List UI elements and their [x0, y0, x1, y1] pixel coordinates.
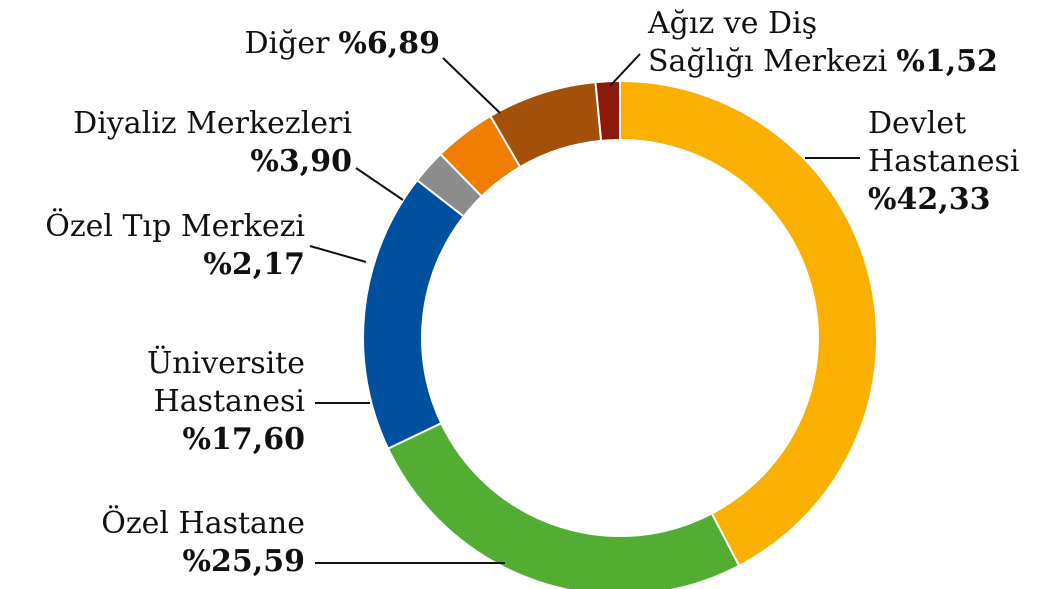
leader-line [355, 167, 404, 201]
value-label: %6,89 [338, 26, 440, 61]
category-name: Ağız ve Diş Sağlığı Merkezi [648, 6, 888, 79]
leader-line [609, 53, 641, 87]
donut-slice [619, 79, 878, 568]
donut-slice [362, 178, 466, 450]
value-label: %3,90 [250, 144, 352, 179]
category-name: Diyaliz Merkezleri [73, 106, 352, 141]
leader-line [442, 57, 501, 114]
value-label: %25,59 [182, 544, 305, 579]
leader-line [309, 245, 367, 263]
slice-label: Diyaliz Merkezleri %3,90 [73, 105, 352, 181]
value-label: %2,17 [203, 247, 305, 282]
category-name: Üniversite Hastanesi [146, 346, 305, 419]
category-name: Özel Tıp Merkezi [45, 209, 305, 244]
slice-label: Özel Tıp Merkezi %2,17 [45, 208, 305, 284]
slice-label: Üniversite Hastanesi %17,60 [147, 345, 305, 459]
donut-slice [594, 79, 621, 142]
donut-slice [386, 421, 741, 589]
value-label: %42,33 [868, 182, 991, 217]
slice-label: Ağız ve Diş Sağlığı Merkezi %1,52 [648, 5, 998, 81]
category-name: Özel Hastane [101, 506, 305, 541]
value-label: %1,52 [896, 44, 998, 79]
slice-label: Devlet Hastanesi %42,33 [868, 105, 1019, 219]
slice-label: Özel Hastane %25,59 [101, 505, 305, 581]
category-name: Diğer [244, 26, 330, 61]
category-name: Devlet Hastanesi [868, 106, 1020, 179]
slice-label: Diğer %6,89 [244, 25, 440, 63]
value-label: %17,60 [182, 422, 305, 457]
